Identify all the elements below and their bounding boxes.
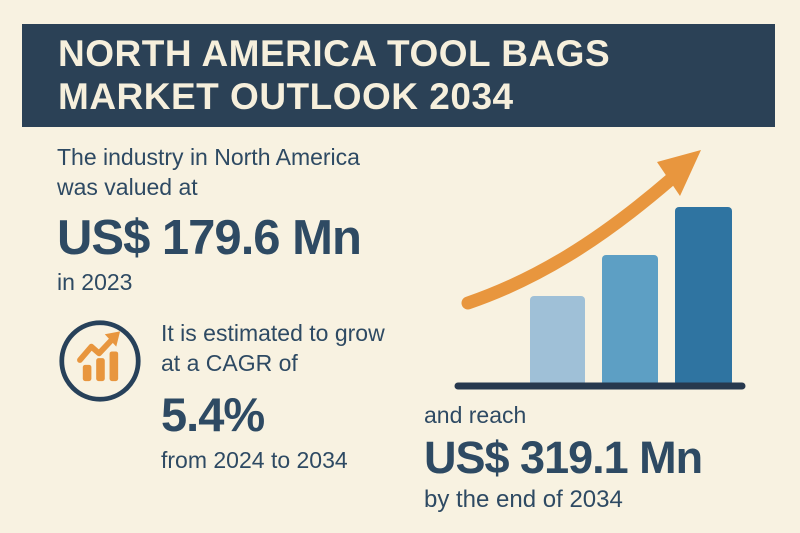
- projection-period: by the end of 2034: [424, 486, 623, 513]
- cagr-line1: It is estimated to grow: [161, 319, 385, 346]
- valuation-intro: The industry in North America was valued…: [57, 142, 385, 203]
- page-title-line1: NORTH AMERICA TOOL BAGS: [58, 32, 611, 74]
- cagr-block: It is estimated to grow at a CAGR of 5.4…: [57, 318, 385, 475]
- valuation-block: The industry in North America was valued…: [57, 142, 385, 474]
- growth-chart-icon: [57, 318, 143, 409]
- valuation-intro-line2: was valued at: [57, 174, 198, 201]
- cagr-value: 5.4%: [161, 388, 265, 442]
- valuation-value: US$ 179.6 Mn: [57, 210, 362, 265]
- cagr-line2: at a CAGR of: [161, 350, 298, 377]
- chart-bars: [530, 207, 732, 386]
- chart-bar-3: [675, 207, 732, 386]
- valuation-intro-line1: The industry in North America: [57, 144, 360, 170]
- cagr-text: It is estimated to grow at a CAGR of 5.4…: [161, 318, 385, 475]
- page-title-line2: MARKET OUTLOOK 2034: [58, 75, 514, 117]
- header-band: NORTH AMERICA TOOL BAGS MARKET OUTLOOK 2…: [22, 24, 775, 127]
- cagr-period: from 2024 to 2034: [161, 447, 348, 474]
- trend-arrow-curve: [461, 173, 677, 310]
- projection-block: and reach US$ 319.1 Mn by the end of 203…: [424, 402, 703, 514]
- growth-chart: [420, 140, 780, 400]
- projection-value: US$ 319.1 Mn: [424, 432, 703, 483]
- chart-bar-1: [530, 296, 585, 386]
- chart-bar-2: [602, 255, 658, 386]
- projection-lead: and reach: [424, 402, 527, 428]
- growth-bar-chart: [454, 150, 746, 390]
- trend-arrow-head: [657, 150, 701, 196]
- valuation-year: in 2023: [57, 268, 133, 295]
